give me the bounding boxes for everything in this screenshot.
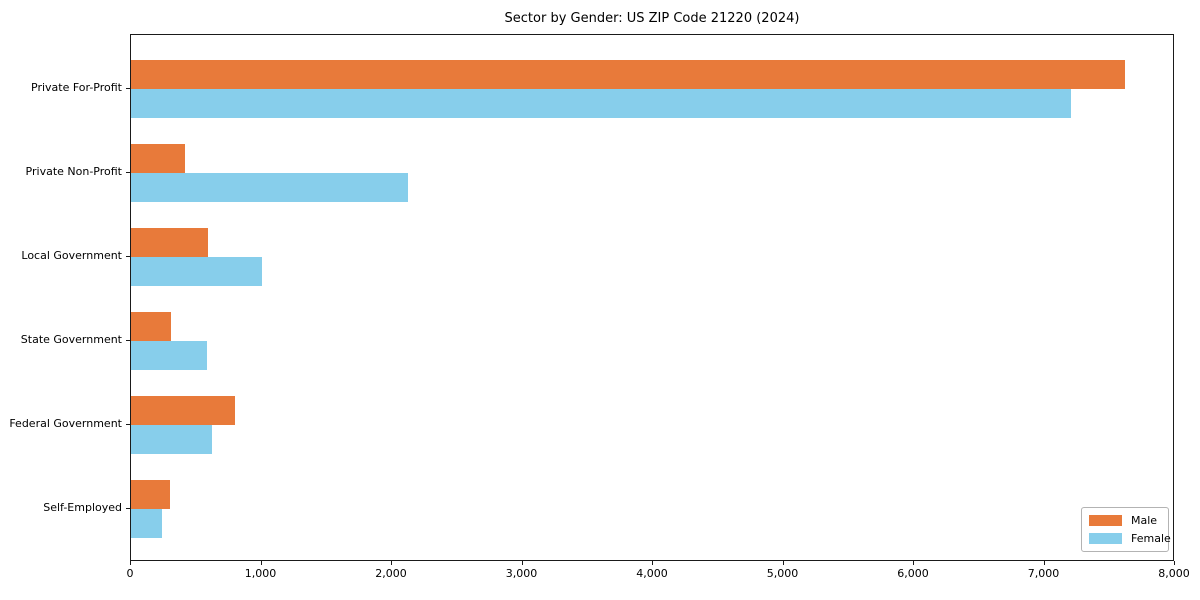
- x-tick-mark: [1043, 561, 1045, 565]
- x-tick-label: 6,000: [897, 567, 929, 580]
- y-axis-label: Private Non-Profit: [25, 165, 122, 178]
- y-axis-label: Local Government: [21, 249, 122, 262]
- y-tick-mark: [126, 172, 130, 173]
- bar-male: [131, 144, 185, 173]
- bar-female: [131, 257, 262, 286]
- plot-area: Male Female: [130, 34, 1174, 561]
- x-tick-label: 0: [126, 567, 134, 580]
- y-tick-mark: [126, 424, 130, 425]
- female-swatch-icon: [1089, 532, 1122, 544]
- legend-label-male: Male: [1131, 514, 1158, 528]
- y-tick-mark: [126, 508, 130, 509]
- y-axis-label: State Government: [20, 333, 122, 346]
- bar-female: [131, 173, 408, 202]
- x-tick-mark: [652, 561, 653, 565]
- x-tick-mark: [391, 561, 392, 565]
- y-axis-label: Self-Employed: [43, 501, 122, 514]
- chart-title: Sector by Gender: US ZIP Code 21220 (202…: [504, 11, 800, 26]
- y-axis-label: Federal Government: [9, 417, 122, 430]
- bar-female: [131, 425, 212, 454]
- bar-male: [131, 480, 171, 509]
- legend-row-female: Female: [1089, 532, 1171, 545]
- bar-female: [131, 509, 163, 538]
- bar-male: [131, 228, 208, 257]
- x-tick-mark: [260, 561, 262, 565]
- x-tick-label: 3,000: [505, 567, 538, 580]
- legend-row-male: Male: [1089, 514, 1161, 527]
- x-tick-label: 5,000: [766, 567, 799, 580]
- x-tick-mark: [1174, 561, 1175, 565]
- y-tick-mark: [126, 256, 130, 257]
- legend: Male Female: [1081, 507, 1171, 552]
- legend-label-female: Female: [1131, 531, 1171, 545]
- x-tick-label: 2,000: [375, 567, 407, 580]
- y-tick-mark: [126, 340, 130, 341]
- x-tick-mark: [130, 561, 131, 565]
- bar-female: [131, 89, 1071, 118]
- x-tick-mark: [521, 561, 523, 565]
- x-tick-mark: [913, 561, 914, 565]
- x-tick-label: 8,000: [1158, 567, 1190, 580]
- bar-male: [131, 60, 1126, 89]
- y-tick-mark: [126, 88, 130, 89]
- male-swatch-icon: [1089, 515, 1122, 527]
- x-tick-label: 4,000: [636, 567, 668, 580]
- y-axis-label: Private For-Profit: [31, 81, 122, 94]
- bar-male: [131, 312, 172, 341]
- x-tick-label: 1,000: [244, 567, 277, 580]
- bar-male: [131, 396, 236, 425]
- bar-female: [131, 341, 207, 370]
- x-tick-mark: [782, 561, 784, 565]
- x-tick-label: 7,000: [1027, 567, 1060, 580]
